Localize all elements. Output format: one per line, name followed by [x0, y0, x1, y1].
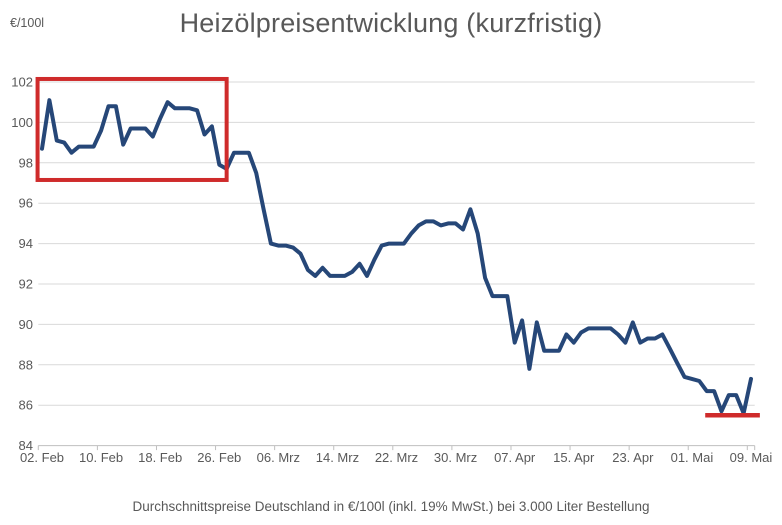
x-tick-label: 09. Mai	[730, 450, 773, 465]
y-tick-label: 90	[19, 317, 33, 332]
y-axis-unit-label: €/100l	[10, 16, 45, 30]
highlight-box	[35, 76, 229, 182]
y-tick-label: 92	[19, 277, 33, 292]
x-tick-label: 14. Mrz	[316, 450, 359, 465]
x-tick-label: 22. Mrz	[375, 450, 418, 465]
y-tick-label: 86	[19, 398, 33, 413]
x-tick-label: 15. Apr	[553, 450, 595, 465]
chart-caption: Durchschnittspreise Deutschland in €/100…	[132, 499, 650, 514]
x-tick-label: 01. Mai	[671, 450, 714, 465]
y-tick-label: 98	[19, 155, 33, 170]
chart-title: Heizölpreisentwicklung (kurzfristig)	[179, 8, 603, 38]
y-tick-label: 84	[19, 438, 33, 453]
x-tick-label: 06. Mrz	[257, 450, 300, 465]
x-tick-label: 02. Feb	[20, 450, 64, 465]
x-tick-label: 23. Apr	[612, 450, 654, 465]
y-tick-label: 88	[19, 357, 33, 372]
x-tick-label: 07. Apr	[494, 450, 536, 465]
y-tick-label: 100	[11, 115, 33, 130]
y-tick-label: 102	[11, 75, 33, 90]
price-line	[40, 98, 753, 416]
x-tick-label: 30. Mrz	[434, 450, 477, 465]
x-tick-label: 26. Feb	[197, 450, 241, 465]
x-tick-label: 10. Feb	[79, 450, 123, 465]
y-tick-label: 94	[19, 236, 33, 251]
y-tick-label: 96	[19, 196, 33, 211]
x-tick-label: 18. Feb	[138, 450, 182, 465]
